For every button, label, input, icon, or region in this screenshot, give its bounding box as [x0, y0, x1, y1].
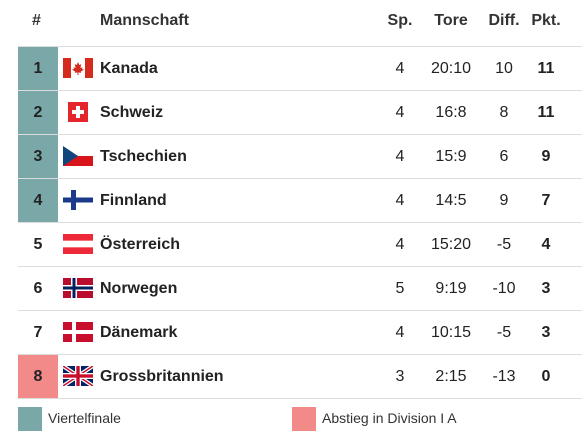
header-team: Mannschaft [100, 12, 189, 29]
points-cell: 0 [541, 368, 551, 385]
canada-flag-icon [63, 58, 93, 78]
table-row: 2 Schweiz 4 16:8 8 11 [18, 90, 582, 134]
rank-cell: 7 [33, 324, 43, 341]
diff-cell: -13 [492, 368, 516, 385]
diff-cell: -10 [492, 280, 516, 297]
diff-cell: 10 [495, 60, 513, 77]
points-cell: 3 [541, 324, 551, 341]
team-name: Schweiz [100, 104, 164, 121]
games-cell: 4 [395, 104, 405, 121]
team-name: Norwegen [100, 280, 178, 297]
legend-qualify-label: Viertelfinale [48, 410, 121, 426]
table-row: 4 Finnland 4 14:5 9 7 [18, 178, 582, 222]
points-cell: 9 [541, 148, 551, 165]
games-cell: 5 [395, 280, 405, 297]
header-points: Pkt. [531, 12, 561, 29]
table-row: 1 Kanada 4 20:10 10 11 [18, 46, 582, 90]
legend-relegate-label: Abstieg in Division I A [322, 410, 457, 426]
goals-cell: 14:5 [435, 192, 467, 209]
austria-flag-icon [63, 234, 93, 254]
table-row: 8 Grossbritannien 3 2:15 -13 0 [18, 354, 582, 399]
points-cell: 11 [537, 104, 555, 121]
switzerland-flag-icon [68, 102, 88, 122]
czechia-flag-icon [63, 146, 93, 166]
team-name: Finnland [100, 192, 167, 209]
games-cell: 3 [395, 368, 405, 385]
rank-cell: 2 [18, 91, 58, 134]
rank-cell: 1 [18, 47, 58, 90]
team-name: Österreich [100, 236, 181, 253]
team-name: Kanada [100, 60, 158, 77]
rank-cell: 3 [18, 135, 58, 178]
points-cell: 3 [541, 280, 551, 297]
team-name: Tschechien [100, 148, 187, 165]
goals-cell: 10:15 [430, 324, 472, 341]
diff-cell: -5 [496, 324, 512, 341]
finland-flag-icon [63, 190, 93, 210]
diff-cell: 6 [499, 148, 509, 165]
games-cell: 4 [395, 148, 405, 165]
games-cell: 4 [395, 60, 405, 77]
games-cell: 4 [395, 324, 405, 341]
denmark-flag-icon [63, 322, 93, 342]
goals-cell: 2:15 [435, 368, 467, 385]
team-name: Grossbritannien [100, 368, 224, 385]
table-row: 3 Tschechien 4 15:9 6 9 [18, 134, 582, 178]
table-row: 6 Norwegen 5 9:19 -10 3 [18, 266, 582, 310]
header-diff: Diff. [488, 12, 520, 29]
goals-cell: 15:9 [435, 148, 467, 165]
norway-flag-icon [63, 278, 93, 298]
goals-cell: 9:19 [435, 280, 467, 297]
table-header: # Mannschaft Sp. Tore Diff. Pkt. [0, 0, 582, 46]
legend-qualify-swatch [18, 407, 42, 431]
diff-cell: 9 [499, 192, 509, 209]
header-rank: # [32, 12, 41, 29]
diff-cell: -5 [496, 236, 512, 253]
rank-cell: 4 [18, 179, 58, 222]
games-cell: 4 [395, 192, 405, 209]
great-britain-flag-icon [63, 366, 93, 386]
games-cell: 4 [395, 236, 405, 253]
points-cell: 11 [537, 60, 555, 77]
rank-cell: 8 [18, 355, 58, 398]
legend-relegate-swatch [292, 407, 316, 431]
header-goals: Tore [434, 12, 468, 29]
points-cell: 7 [541, 192, 551, 209]
points-cell: 4 [541, 236, 551, 253]
goals-cell: 15:20 [430, 236, 472, 253]
rank-cell: 5 [33, 236, 43, 253]
goals-cell: 20:10 [430, 60, 472, 77]
header-games: Sp. [387, 12, 413, 29]
rank-cell: 6 [33, 280, 43, 297]
table-row: 7 Dänemark 4 10:15 -5 3 [18, 310, 582, 354]
diff-cell: 8 [499, 104, 509, 121]
team-name: Dänemark [100, 324, 178, 341]
goals-cell: 16:8 [435, 104, 467, 121]
table-row: 5 Österreich 4 15:20 -5 4 [18, 222, 582, 266]
